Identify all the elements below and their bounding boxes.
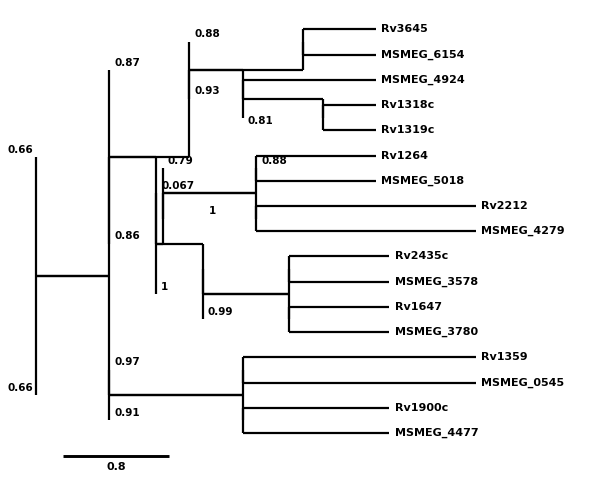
Text: 0.91: 0.91 xyxy=(115,408,140,418)
Text: Rv1647: Rv1647 xyxy=(395,302,442,312)
Text: 0.99: 0.99 xyxy=(208,307,233,317)
Text: Rv3645: Rv3645 xyxy=(381,24,428,34)
Text: MSMEG_4477: MSMEG_4477 xyxy=(395,428,478,438)
Text: 0.8: 0.8 xyxy=(106,462,126,472)
Text: 0.97: 0.97 xyxy=(115,358,140,368)
Text: 0.88: 0.88 xyxy=(194,30,220,40)
Text: 0.81: 0.81 xyxy=(248,117,274,127)
Text: 0.66: 0.66 xyxy=(8,145,34,155)
Text: MSMEG_6154: MSMEG_6154 xyxy=(381,50,465,60)
Text: MSMEG_0545: MSMEG_0545 xyxy=(481,378,565,388)
Text: Rv1319c: Rv1319c xyxy=(381,125,434,135)
Text: Rv1318c: Rv1318c xyxy=(381,100,434,110)
Text: MSMEG_3578: MSMEG_3578 xyxy=(395,276,478,287)
Text: MSMEG_4279: MSMEG_4279 xyxy=(481,226,565,236)
Text: MSMEG_4924: MSMEG_4924 xyxy=(381,75,465,85)
Text: 1: 1 xyxy=(161,282,169,292)
Text: 0.66: 0.66 xyxy=(8,383,34,393)
Text: Rv1359: Rv1359 xyxy=(481,352,528,362)
Text: 1: 1 xyxy=(209,206,217,216)
Text: MSMEG_5018: MSMEG_5018 xyxy=(381,175,464,186)
Text: 0.87: 0.87 xyxy=(115,58,140,68)
Text: 0.067: 0.067 xyxy=(161,181,194,191)
Text: 0.93: 0.93 xyxy=(194,86,220,96)
Text: 0.88: 0.88 xyxy=(261,156,287,165)
Text: 0.79: 0.79 xyxy=(168,156,194,165)
Text: Rv2435c: Rv2435c xyxy=(395,251,448,261)
Text: 0.86: 0.86 xyxy=(115,231,140,241)
Text: Rv1900c: Rv1900c xyxy=(395,403,448,413)
Text: Rv2212: Rv2212 xyxy=(481,201,528,211)
Text: MSMEG_3780: MSMEG_3780 xyxy=(395,327,478,337)
Text: Rv1264: Rv1264 xyxy=(381,151,428,161)
